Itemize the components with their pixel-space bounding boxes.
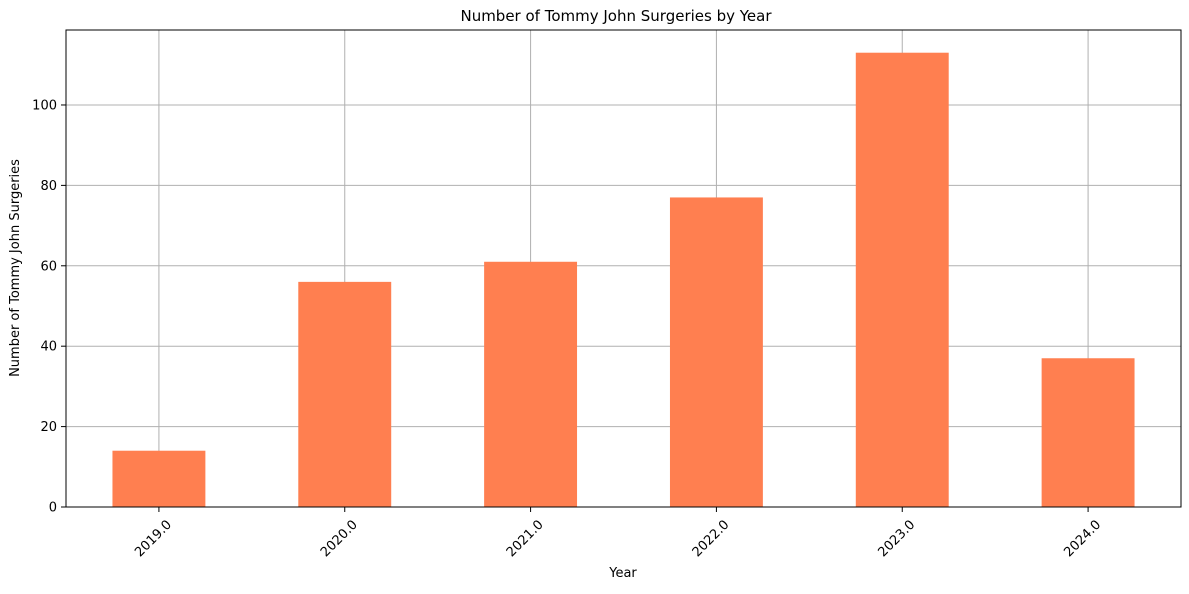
bar — [298, 281, 392, 507]
bars — [112, 52, 1135, 507]
y-tick-label: 80 — [40, 179, 57, 194]
y-tick-label: 20 — [40, 420, 57, 435]
x-tick-label: 2021.0 — [504, 517, 547, 560]
y-axis-ticks: 0 20 40 60 80 100 — [32, 98, 66, 516]
x-tick-label: 2019.0 — [132, 517, 175, 560]
plot-frame — [65, 29, 1182, 508]
y-tick-label: 100 — [32, 98, 57, 113]
y-tick-label: 0 — [49, 501, 57, 516]
x-axis-ticks: 2019.0 2020.0 2021.0 2022.0 2023.0 2024.0 — [132, 507, 1104, 560]
bar — [112, 450, 206, 507]
bar — [484, 261, 578, 507]
x-tick-label: 2020.0 — [318, 517, 361, 560]
x-tick-label: 2023.0 — [876, 517, 919, 560]
bar — [1041, 358, 1135, 507]
y-axis-label: Number of Tommy John Surgeries — [8, 159, 23, 377]
grid-lines — [66, 30, 1181, 508]
bar — [855, 52, 949, 507]
y-tick-label: 40 — [40, 340, 57, 355]
bar — [669, 197, 763, 507]
x-tick-label: 2024.0 — [1061, 517, 1104, 560]
y-tick-label: 60 — [40, 259, 57, 274]
x-tick-label: 2022.0 — [690, 517, 733, 560]
x-axis-label: Year — [608, 566, 637, 581]
chart-title: Number of Tommy John Surgeries by Year — [460, 7, 772, 25]
